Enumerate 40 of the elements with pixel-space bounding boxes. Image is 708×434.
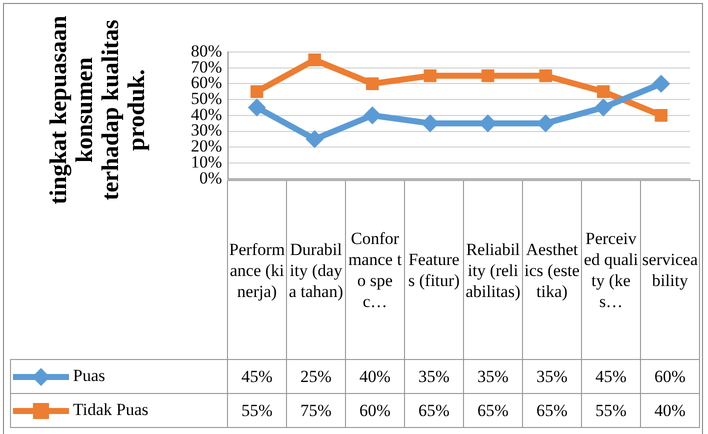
- x-tick-label: Reliability (reliabilitas): [464, 180, 522, 360]
- data-label: 65%: [404, 394, 464, 428]
- data-label: 55%: [228, 394, 286, 428]
- point: [654, 109, 668, 122]
- data-label: 65%: [464, 394, 522, 428]
- point: [363, 106, 382, 124]
- legend-label: Tidak Puas: [10, 394, 228, 428]
- x-tick-label: serviceability: [640, 180, 700, 360]
- point: [652, 74, 670, 93]
- data-label: 45%: [228, 360, 286, 394]
- point: [306, 130, 324, 148]
- x-tick-label: Durability (daya tahan): [286, 180, 346, 360]
- data-label: 35%: [464, 360, 522, 394]
- legend-label: Puas: [10, 360, 228, 394]
- point: [594, 98, 612, 116]
- data-label: 35%: [522, 360, 582, 394]
- x-tick-label: Perceived quality (kes…: [582, 180, 640, 360]
- point: [424, 69, 436, 82]
- data-label: 60%: [346, 394, 404, 428]
- data-label: 65%: [522, 394, 582, 428]
- point: [366, 77, 379, 90]
- data-label: 25%: [286, 360, 346, 394]
- data-label: 45%: [582, 360, 640, 394]
- point: [250, 85, 264, 98]
- data-label: 35%: [404, 360, 464, 394]
- x-tick-label: Performance (kinerja): [228, 180, 286, 360]
- point: [248, 98, 266, 116]
- x-tick-label: Aesthetics (estetika): [522, 180, 582, 360]
- point: [539, 69, 552, 82]
- point: [482, 69, 494, 82]
- data-label: 55%: [582, 394, 640, 428]
- data-label: 60%: [640, 360, 700, 394]
- point: [597, 85, 610, 98]
- x-tick-label: Features (fitur): [404, 180, 464, 360]
- x-tick-label: Conformance to spec…: [346, 180, 404, 360]
- data-label: 75%: [286, 394, 346, 428]
- data-label: 40%: [640, 394, 700, 428]
- point: [308, 54, 321, 66]
- data-label: 40%: [346, 360, 404, 394]
- y-axis-title: tingkat kepuasaan konsumen terhadap kualitas produk.: [46, 14, 150, 206]
